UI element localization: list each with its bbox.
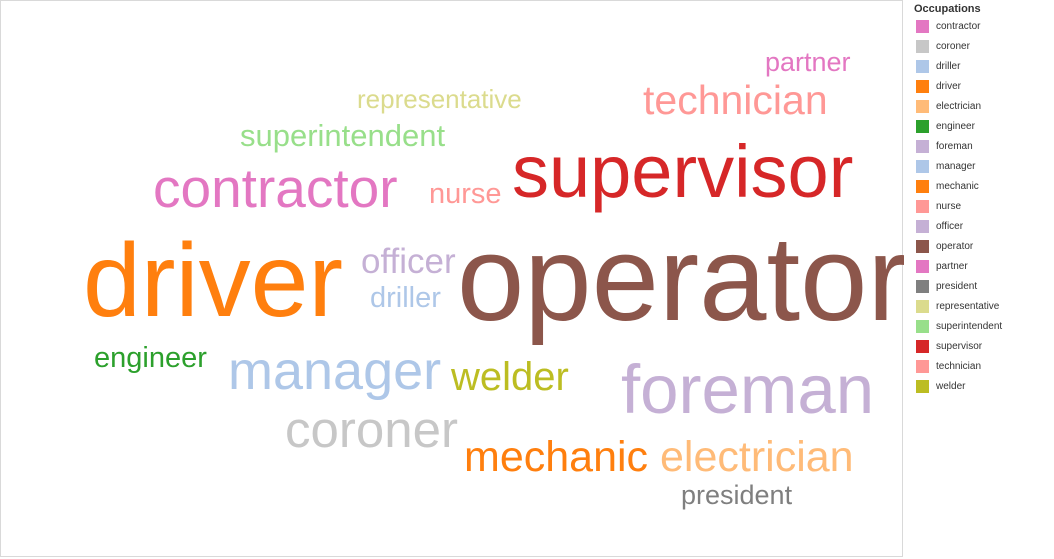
legend-label: manager (936, 160, 976, 172)
legend-swatch (916, 19, 929, 33)
legend-item-officer: officer (914, 216, 1049, 236)
legend-item-electrician: electrician (914, 96, 1049, 116)
legend-item-welder: welder (914, 376, 1049, 396)
legend-label: contractor (936, 20, 981, 32)
cloud-word-manager: manager (228, 341, 441, 401)
legend-item-manager: manager (914, 156, 1049, 176)
cloud-word-technician: technician (643, 77, 828, 123)
cloud-word-contractor: contractor (153, 157, 398, 219)
legend-label: driller (936, 60, 961, 72)
legend-item-operator: operator (914, 236, 1049, 256)
cloud-word-president: president (681, 480, 793, 510)
legend-item-coroner: coroner (914, 36, 1049, 56)
legend-swatch (916, 159, 929, 173)
legend-swatch (916, 59, 929, 73)
legend-item-superintendent: superintendent (914, 316, 1049, 336)
legend-item-technician: technician (914, 356, 1049, 376)
legend-label: nurse (936, 200, 962, 212)
legend-swatch (916, 319, 929, 333)
legend-swatch (916, 179, 929, 193)
legend-label: driver (936, 80, 962, 92)
legend-item-contractor: contractor (914, 16, 1049, 36)
cloud-word-mechanic: mechanic (464, 433, 648, 481)
legend-swatch (916, 239, 929, 253)
legend-items: contractor coroner driller driver electricia… (914, 16, 1049, 396)
cloud-word-partner: partner (765, 47, 851, 77)
legend-swatch (916, 259, 929, 273)
legend-label: mechanic (936, 180, 979, 192)
legend-item-supervisor: supervisor (914, 336, 1049, 356)
legend-label: engineer (936, 120, 975, 132)
legend-title: Occupations (914, 3, 981, 15)
legend-item-nurse: nurse (914, 196, 1049, 216)
legend-label: supervisor (936, 340, 983, 352)
legend-label: president (936, 280, 978, 292)
legend-item-driver: driver (914, 76, 1049, 96)
cloud-word-nurse: nurse (429, 178, 502, 210)
legend-item-president: president (914, 276, 1049, 296)
cloud-word-electrician: electrician (660, 433, 854, 481)
legend-swatch (916, 299, 929, 313)
cloud-word-driver: driver (83, 223, 343, 339)
cloud-word-foreman: foreman (621, 351, 874, 428)
cloud-word-operator: operator (457, 210, 904, 346)
legend-item-foreman: foreman (914, 136, 1049, 156)
legend-label: welder (936, 380, 966, 392)
legend-swatch (916, 219, 929, 233)
legend-label: partner (936, 260, 968, 272)
legend-label: officer (936, 220, 964, 232)
legend-swatch (916, 339, 929, 353)
legend-swatch (916, 139, 929, 153)
cloud-word-welder: welder (450, 355, 569, 399)
legend-swatch (916, 39, 929, 53)
legend-label: operator (936, 240, 974, 252)
cloud-word-driller: driller (370, 282, 441, 314)
legend: Occupations contractor coroner driller driv… (914, 2, 1049, 396)
legend-swatch (916, 379, 929, 393)
legend-item-representative: representative (914, 296, 1049, 316)
legend-item-driller: driller (914, 56, 1049, 76)
legend-label: superintendent (936, 320, 1003, 332)
legend-item-engineer: engineer (914, 116, 1049, 136)
cloud-word-coroner: coroner (285, 401, 458, 458)
cloud-word-supervisor: supervisor (512, 130, 853, 213)
cloud-word-superintendent: superintendent (240, 118, 445, 153)
cloud-word-engineer: engineer (94, 342, 207, 374)
legend-swatch (916, 79, 929, 93)
legend-label: foreman (936, 140, 973, 152)
cloud-word-officer: officer (361, 242, 456, 281)
word-cloud-svg: operator driver supervisor foreman contracto… (83, 47, 904, 510)
legend-label: technician (936, 360, 982, 372)
legend-item-mechanic: mechanic (914, 176, 1049, 196)
legend-swatch (916, 99, 929, 113)
legend-label: electrician (936, 100, 982, 112)
word-cloud-area: operator driver supervisor foreman contracto… (0, 0, 904, 557)
legend-item-partner: partner (914, 256, 1049, 276)
legend-swatch (916, 119, 929, 133)
legend-swatch (916, 359, 929, 373)
legend-swatch (916, 279, 929, 293)
legend-swatch (916, 199, 929, 213)
legend-label: coroner (936, 40, 970, 52)
legend-label: representative (936, 300, 1000, 312)
cloud-word-representative: representative (357, 84, 522, 114)
